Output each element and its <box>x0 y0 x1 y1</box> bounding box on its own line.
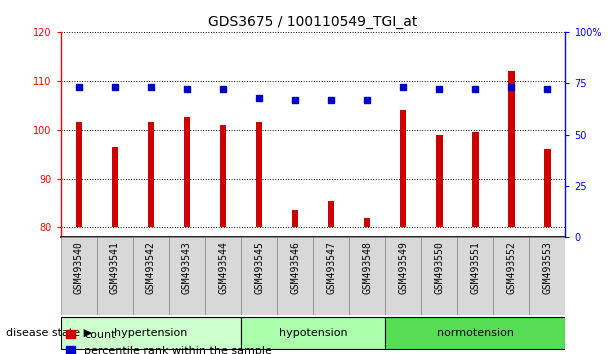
Text: GSM493548: GSM493548 <box>362 241 372 294</box>
Bar <box>148 122 154 227</box>
Point <box>506 85 516 90</box>
Point <box>398 85 408 90</box>
FancyBboxPatch shape <box>241 317 385 349</box>
FancyBboxPatch shape <box>277 237 313 315</box>
FancyBboxPatch shape <box>61 317 241 349</box>
Text: GSM493540: GSM493540 <box>74 241 84 294</box>
Bar <box>364 218 370 227</box>
Title: GDS3675 / 100110549_TGI_at: GDS3675 / 100110549_TGI_at <box>209 16 418 29</box>
Text: hypotension: hypotension <box>279 328 347 338</box>
Legend: count, percentile rank within the sample: count, percentile rank within the sample <box>66 330 272 354</box>
FancyBboxPatch shape <box>530 237 565 315</box>
Point <box>74 85 84 90</box>
Bar <box>112 147 118 227</box>
Point <box>362 97 372 102</box>
Point <box>290 97 300 102</box>
Text: GSM493549: GSM493549 <box>398 241 408 294</box>
FancyBboxPatch shape <box>133 237 169 315</box>
FancyBboxPatch shape <box>97 237 133 315</box>
Point <box>471 86 480 92</box>
Point <box>326 97 336 102</box>
FancyBboxPatch shape <box>205 237 241 315</box>
FancyBboxPatch shape <box>421 237 457 315</box>
Point <box>110 85 120 90</box>
Text: GSM493544: GSM493544 <box>218 241 228 294</box>
Point <box>218 86 228 92</box>
FancyBboxPatch shape <box>169 237 205 315</box>
Bar <box>400 110 407 227</box>
Point <box>254 95 264 101</box>
FancyBboxPatch shape <box>385 317 565 349</box>
Bar <box>219 125 226 227</box>
Bar <box>436 135 443 227</box>
Bar <box>328 200 334 227</box>
Text: GSM493553: GSM493553 <box>542 241 553 294</box>
FancyBboxPatch shape <box>385 237 421 315</box>
Point <box>435 86 444 92</box>
Text: GSM493543: GSM493543 <box>182 241 192 294</box>
Bar <box>75 122 82 227</box>
Text: hypertension: hypertension <box>114 328 188 338</box>
Bar <box>508 71 514 227</box>
Bar <box>292 210 299 227</box>
Text: disease state ▶: disease state ▶ <box>6 328 92 338</box>
Text: normotension: normotension <box>437 328 514 338</box>
Text: GSM493550: GSM493550 <box>434 241 444 294</box>
Point <box>146 85 156 90</box>
FancyBboxPatch shape <box>313 237 349 315</box>
Text: GSM493552: GSM493552 <box>506 241 516 294</box>
Text: GSM493546: GSM493546 <box>290 241 300 294</box>
Bar <box>472 132 478 227</box>
FancyBboxPatch shape <box>457 237 493 315</box>
Text: GSM493551: GSM493551 <box>471 241 480 294</box>
Bar <box>544 149 551 227</box>
FancyBboxPatch shape <box>493 237 530 315</box>
FancyBboxPatch shape <box>349 237 385 315</box>
Point <box>182 86 192 92</box>
Text: GSM493545: GSM493545 <box>254 241 264 294</box>
Text: GSM493541: GSM493541 <box>110 241 120 294</box>
Point <box>542 86 552 92</box>
Text: GSM493542: GSM493542 <box>146 241 156 294</box>
Bar <box>184 118 190 227</box>
FancyBboxPatch shape <box>61 237 97 315</box>
Text: GSM493547: GSM493547 <box>326 241 336 294</box>
FancyBboxPatch shape <box>241 237 277 315</box>
Bar <box>256 122 262 227</box>
